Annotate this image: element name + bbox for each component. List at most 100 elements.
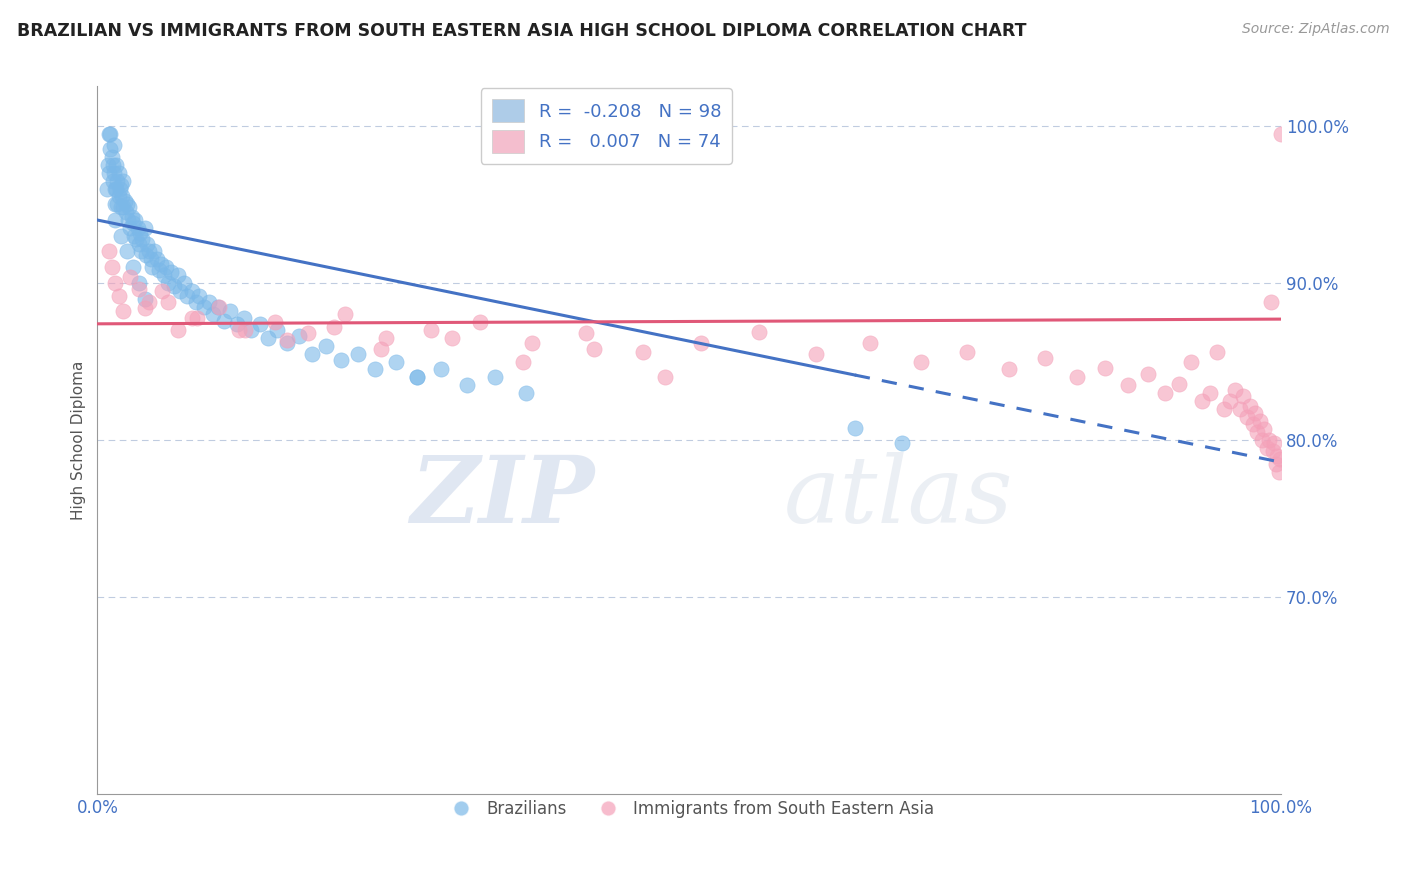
- Point: [122, 228, 145, 243]
- Point: [98, 127, 121, 141]
- Point: [1223, 383, 1246, 397]
- Point: [97, 158, 120, 172]
- Point: [207, 300, 229, 314]
- Point: [266, 323, 288, 337]
- Point: [323, 320, 346, 334]
- Point: [276, 335, 298, 350]
- Point: [1270, 127, 1292, 141]
- Point: [128, 276, 150, 290]
- Point: [441, 331, 464, 345]
- Point: [1035, 351, 1057, 366]
- Point: [105, 158, 128, 172]
- Point: [131, 232, 153, 246]
- Point: [468, 315, 491, 329]
- Point: [107, 174, 129, 188]
- Point: [1236, 409, 1258, 424]
- Point: [186, 310, 208, 325]
- Point: [384, 354, 406, 368]
- Point: [166, 268, 188, 282]
- Y-axis label: High School Diploma: High School Diploma: [72, 360, 86, 520]
- Point: [1229, 401, 1251, 416]
- Point: [112, 174, 135, 188]
- Point: [1154, 386, 1177, 401]
- Point: [891, 436, 914, 450]
- Point: [157, 276, 180, 290]
- Point: [1244, 407, 1267, 421]
- Point: [804, 347, 827, 361]
- Point: [575, 326, 598, 341]
- Point: [108, 181, 131, 195]
- Point: [1168, 376, 1191, 391]
- Point: [406, 370, 429, 384]
- Point: [364, 362, 387, 376]
- Point: [100, 260, 122, 275]
- Point: [181, 310, 204, 325]
- Point: [264, 315, 287, 329]
- Point: [127, 220, 149, 235]
- Point: [1137, 367, 1160, 381]
- Point: [112, 201, 135, 215]
- Point: [429, 362, 451, 376]
- Point: [233, 310, 256, 325]
- Point: [249, 317, 271, 331]
- Point: [115, 197, 138, 211]
- Point: [370, 342, 392, 356]
- Point: [375, 331, 398, 345]
- Point: [583, 342, 606, 356]
- Point: [346, 347, 368, 361]
- Point: [197, 294, 219, 309]
- Point: [208, 300, 231, 314]
- Point: [134, 292, 156, 306]
- Point: [112, 304, 135, 318]
- Point: [1213, 401, 1236, 416]
- Point: [107, 288, 129, 302]
- Point: [1268, 452, 1291, 467]
- Point: [1199, 386, 1222, 401]
- Point: [173, 276, 195, 290]
- Point: [163, 279, 186, 293]
- Point: [114, 205, 136, 219]
- Point: [181, 284, 204, 298]
- Point: [1263, 436, 1285, 450]
- Point: [150, 257, 173, 271]
- Point: [121, 260, 143, 275]
- Point: [910, 354, 932, 368]
- Point: [956, 345, 979, 359]
- Point: [118, 201, 141, 215]
- Point: [520, 335, 543, 350]
- Point: [98, 127, 121, 141]
- Point: [176, 288, 198, 302]
- Point: [159, 265, 181, 279]
- Point: [1253, 422, 1275, 436]
- Point: [121, 216, 143, 230]
- Point: [121, 210, 143, 224]
- Point: [1206, 345, 1229, 359]
- Point: [844, 420, 866, 434]
- Point: [96, 181, 118, 195]
- Point: [134, 301, 156, 315]
- Point: [101, 174, 124, 188]
- Point: [301, 347, 323, 361]
- Point: [129, 226, 152, 240]
- Point: [1251, 433, 1274, 447]
- Point: [1232, 389, 1254, 403]
- Point: [120, 220, 142, 235]
- Point: [104, 213, 127, 227]
- Point: [111, 189, 134, 203]
- Point: [129, 244, 152, 259]
- Point: [136, 236, 159, 251]
- Point: [141, 260, 163, 275]
- Point: [169, 284, 191, 298]
- Point: [1256, 441, 1278, 455]
- Point: [105, 181, 128, 195]
- Point: [143, 244, 166, 259]
- Point: [139, 252, 162, 267]
- Point: [124, 213, 146, 227]
- Point: [512, 354, 534, 368]
- Point: [98, 142, 121, 156]
- Point: [103, 166, 125, 180]
- Point: [103, 137, 125, 152]
- Point: [193, 300, 215, 314]
- Point: [1066, 370, 1088, 384]
- Point: [1267, 465, 1289, 479]
